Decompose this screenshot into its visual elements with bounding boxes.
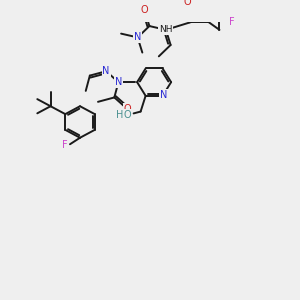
Text: F: F bbox=[229, 16, 235, 27]
Text: N: N bbox=[160, 90, 167, 100]
Text: H: H bbox=[116, 110, 123, 120]
Text: F: F bbox=[62, 140, 68, 150]
Text: O: O bbox=[124, 110, 131, 120]
Text: O: O bbox=[124, 104, 131, 114]
Text: O: O bbox=[141, 5, 148, 15]
Text: O: O bbox=[184, 0, 191, 7]
Text: NH: NH bbox=[159, 25, 173, 34]
Text: N: N bbox=[134, 32, 141, 42]
Text: N: N bbox=[115, 77, 122, 87]
Text: N: N bbox=[103, 66, 110, 76]
